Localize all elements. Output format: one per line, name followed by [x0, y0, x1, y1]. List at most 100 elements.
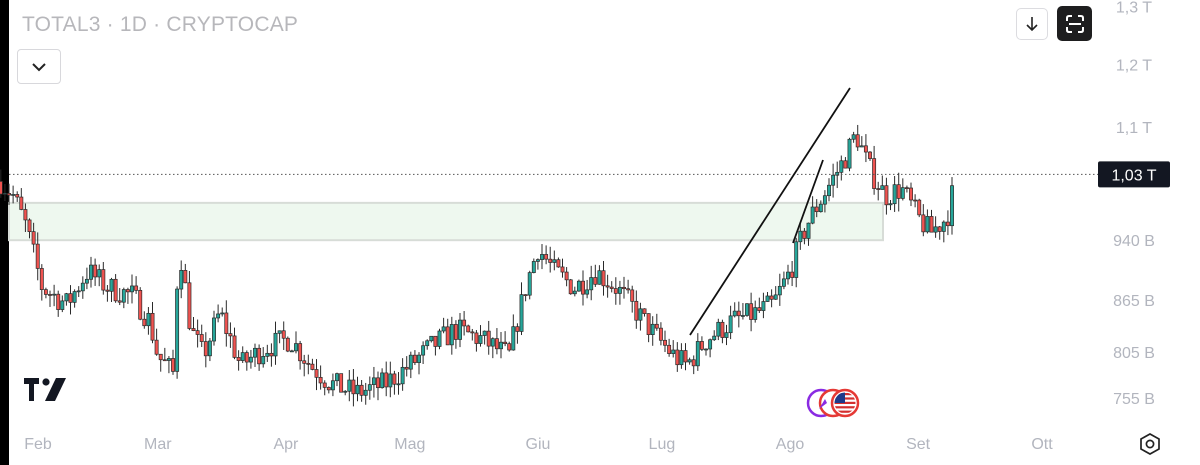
candle	[929, 209, 934, 233]
candle-body	[753, 307, 758, 320]
candle	[474, 330, 479, 352]
candle-body	[904, 187, 909, 190]
candle	[363, 382, 368, 405]
candle	[868, 151, 872, 161]
candle	[89, 256, 93, 288]
flag-badge-icon[interactable]	[805, 387, 863, 424]
candle-body	[892, 184, 897, 205]
candle-body	[248, 356, 253, 363]
candle-body	[925, 216, 930, 233]
candle	[273, 321, 278, 365]
candle	[417, 352, 421, 375]
candle	[277, 330, 282, 344]
candle	[818, 200, 823, 213]
candle	[843, 157, 848, 169]
candle	[769, 289, 774, 308]
candle-body	[765, 295, 770, 302]
candle	[335, 372, 339, 387]
candle	[855, 124, 860, 151]
candle	[605, 274, 610, 298]
candle-body	[675, 349, 680, 366]
price-tag-label: 1,03 T	[1111, 167, 1156, 184]
candle	[388, 361, 393, 398]
candle-body	[872, 158, 877, 189]
candle	[289, 349, 294, 353]
candle	[253, 343, 257, 367]
candle-body	[294, 343, 298, 352]
candle	[724, 324, 729, 346]
candle-body	[203, 341, 208, 357]
candle	[687, 357, 692, 365]
candle	[609, 281, 614, 293]
candle-body	[314, 369, 319, 378]
candle-body	[712, 335, 717, 341]
candle-body	[359, 384, 364, 396]
candle-body	[388, 373, 393, 388]
candle	[384, 361, 389, 397]
candle	[863, 134, 868, 163]
candle-body	[683, 350, 688, 363]
candle	[872, 145, 877, 195]
candle-body	[89, 264, 93, 280]
candle	[339, 373, 344, 393]
candle	[753, 300, 758, 323]
candle-body	[593, 277, 598, 285]
candle-body	[724, 332, 729, 338]
candle-body	[76, 290, 81, 293]
candle-body	[216, 313, 221, 319]
candle	[482, 330, 487, 345]
candle-body	[581, 280, 585, 295]
candle-body	[207, 340, 212, 357]
candle-body	[367, 384, 372, 391]
candle	[909, 182, 913, 207]
candle	[314, 359, 319, 391]
candle-body	[330, 380, 335, 391]
x-tick-label: Lug	[649, 436, 676, 453]
candle-body	[228, 333, 233, 337]
candle-body	[162, 359, 167, 362]
candle	[601, 260, 606, 296]
candle	[27, 218, 32, 239]
candle	[888, 199, 893, 211]
candle-body	[564, 271, 569, 281]
candle-body	[749, 303, 754, 320]
candle	[203, 332, 208, 368]
candle-body	[343, 390, 348, 393]
candle-body	[113, 278, 118, 302]
price-tag-bg	[1098, 161, 1170, 188]
candle-body	[511, 326, 516, 351]
candle	[23, 203, 28, 232]
candle-body	[786, 271, 790, 280]
candle-body	[257, 347, 262, 365]
candle	[831, 163, 836, 198]
candle	[630, 285, 635, 313]
candle-body	[617, 286, 622, 294]
candle	[847, 137, 852, 172]
candle	[781, 271, 786, 290]
chevron-down-icon	[32, 62, 46, 71]
collapse-button[interactable]	[17, 49, 61, 84]
candle	[43, 287, 48, 299]
candle-body	[150, 312, 155, 341]
candle	[892, 175, 897, 212]
candle-body	[183, 270, 188, 284]
candle-body	[2, 193, 7, 195]
settings-button[interactable]	[1137, 431, 1163, 457]
candle	[941, 220, 946, 243]
candle	[900, 178, 905, 201]
candle-body	[27, 219, 32, 233]
download-button[interactable]	[1016, 8, 1048, 40]
x-tick-label: Ott	[1031, 436, 1053, 453]
candle	[814, 199, 819, 218]
candle-body	[490, 338, 495, 347]
candle-body	[318, 376, 323, 384]
candle	[613, 277, 618, 305]
candle	[642, 308, 647, 317]
x-tick-label: Mag	[394, 436, 425, 453]
candle-body	[531, 261, 536, 273]
candle	[560, 258, 565, 278]
fullscreen-button[interactable]	[1057, 6, 1092, 41]
candle-body	[298, 343, 303, 362]
candle	[166, 356, 171, 374]
